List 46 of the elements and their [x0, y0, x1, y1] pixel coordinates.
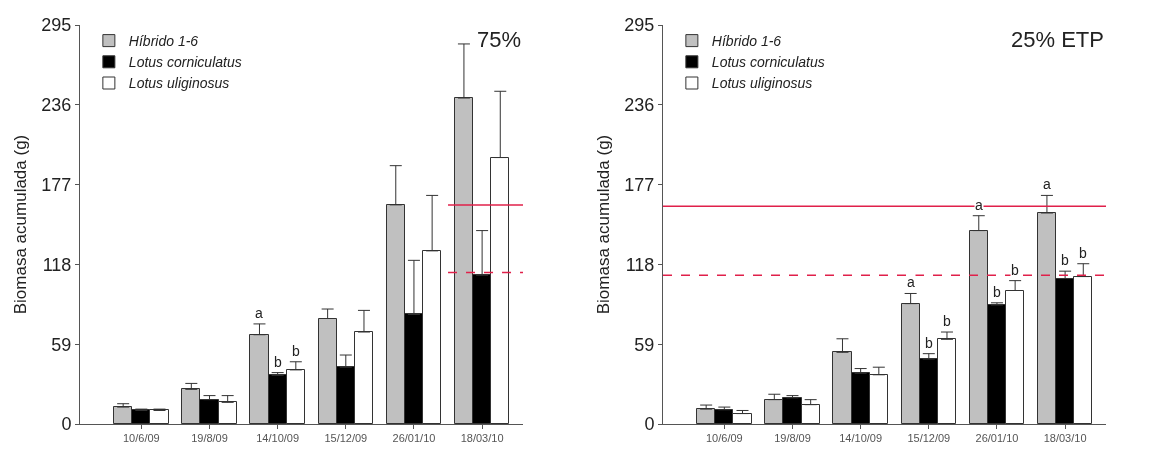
x-tick-label: 26/01/10 [392, 432, 436, 445]
data-label: b [1079, 245, 1087, 261]
y-tick-label: 118 [42, 254, 72, 275]
x-tick-label: 15/12/09 [907, 432, 951, 445]
data-label: b [943, 313, 951, 329]
x-tick-label: 14/10/09 [256, 432, 300, 445]
data-label: a [907, 274, 915, 290]
y-axis-title: Biomasa acumulada (g) [10, 134, 30, 315]
x-tick-label: 26/01/10 [975, 432, 1019, 445]
data-label: a [1043, 176, 1051, 192]
annotation: 75% [477, 27, 522, 52]
x-tick-label: 10/6/09 [705, 432, 743, 445]
y-tick-label: 295 [624, 15, 655, 36]
y-tick-label: 0 [644, 414, 655, 435]
data-label: b [274, 354, 282, 370]
legend-label: Lotus uliginosus [128, 75, 230, 92]
data-label: b [292, 343, 300, 359]
data-label: b [925, 335, 933, 351]
y-tick-label: 177 [624, 174, 655, 195]
x-tick-label: 19/8/09 [191, 432, 228, 445]
annotation: 25% ETP [1011, 27, 1104, 52]
x-tick-label: 19/8/09 [774, 432, 811, 445]
x-tick-label: 15/12/09 [324, 432, 368, 445]
y-tick-label: 118 [625, 254, 655, 275]
legend-label: Lotus uliginosus [711, 75, 813, 92]
legend-label: Híbrido 1-6 [711, 33, 782, 50]
y-axis-title: Biomasa acumulada (g) [593, 134, 613, 315]
x-tick-label: 10/6/09 [122, 432, 160, 445]
legend-label: Lotus corniculatus [128, 54, 242, 71]
y-tick-label: 295 [41, 15, 72, 36]
y-tick-label: 0 [61, 414, 72, 435]
legend-label: Híbrido 1-6 [128, 33, 199, 50]
data-label: b [1061, 252, 1069, 268]
y-tick-label: 59 [634, 334, 655, 355]
legend-label: Lotus corniculatus [711, 54, 825, 71]
x-tick-label: 18/03/10 [460, 432, 504, 445]
x-tick-label: 18/03/10 [1043, 432, 1087, 445]
y-tick-label: 177 [41, 174, 72, 195]
y-tick-label: 236 [41, 95, 72, 116]
y-tick-label: 59 [51, 334, 72, 355]
y-tick-label: 236 [624, 95, 655, 116]
data-label: b [993, 284, 1001, 300]
data-label: a [975, 197, 983, 213]
data-label: a [255, 305, 263, 321]
x-tick-label: 14/10/09 [839, 432, 883, 445]
data-label: b [1011, 262, 1019, 278]
